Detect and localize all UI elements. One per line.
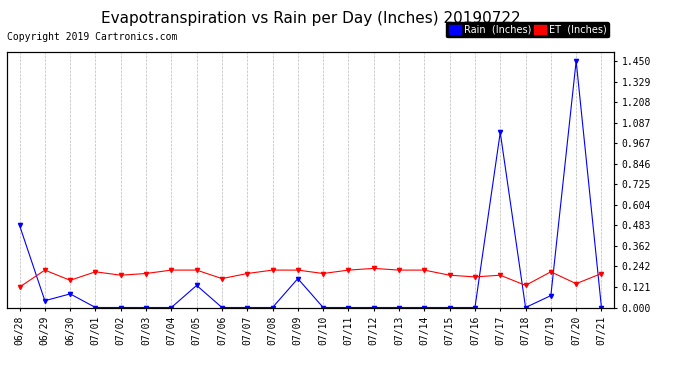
Text: Copyright 2019 Cartronics.com: Copyright 2019 Cartronics.com: [7, 32, 177, 42]
Legend: Rain  (Inches), ET  (Inches): Rain (Inches), ET (Inches): [446, 22, 609, 38]
Text: Evapotranspiration vs Rain per Day (Inches) 20190722: Evapotranspiration vs Rain per Day (Inch…: [101, 11, 520, 26]
